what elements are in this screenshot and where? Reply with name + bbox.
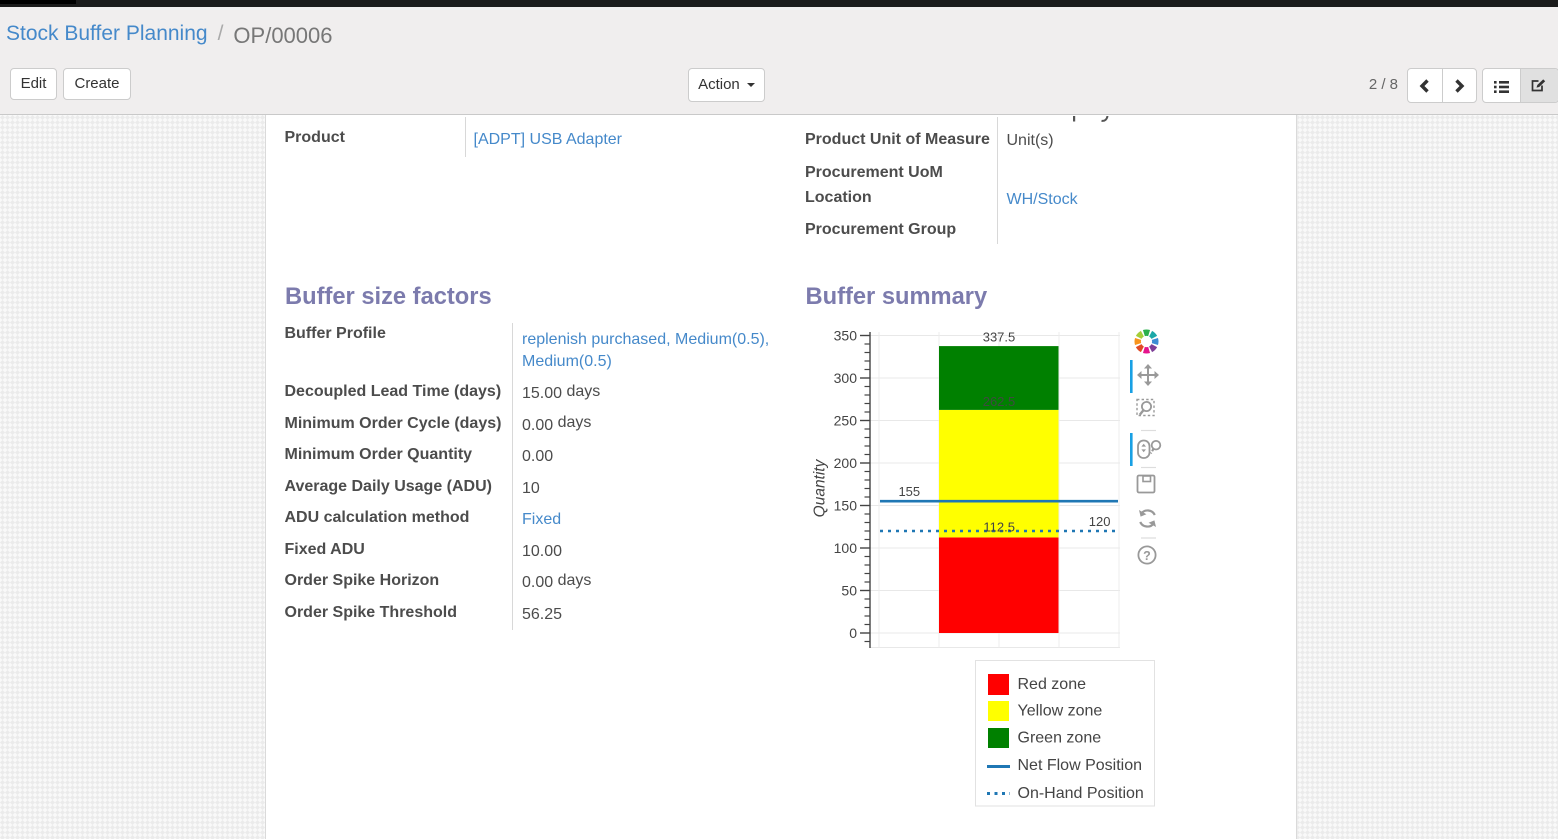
svg-text:100: 100 xyxy=(834,540,858,556)
svg-text:Quantity: Quantity xyxy=(812,458,829,517)
svg-text:0: 0 xyxy=(849,625,857,641)
svg-text:Green zone: Green zone xyxy=(1018,730,1102,747)
svg-text:112.5: 112.5 xyxy=(983,519,1015,534)
svg-text:?: ? xyxy=(1143,549,1151,563)
svg-text:155: 155 xyxy=(898,484,920,499)
svg-text:120: 120 xyxy=(1089,514,1111,529)
svg-text:337.5: 337.5 xyxy=(983,329,1016,344)
svg-text:300: 300 xyxy=(834,370,858,386)
svg-text:200: 200 xyxy=(834,455,858,471)
svg-text:262.5: 262.5 xyxy=(983,394,1016,409)
svg-text:Net Flow Position: Net Flow Position xyxy=(1018,757,1143,774)
svg-text:250: 250 xyxy=(834,412,858,428)
svg-text:Yellow zone: Yellow zone xyxy=(1018,703,1103,720)
svg-text:150: 150 xyxy=(834,497,858,513)
svg-text:On-Hand Position: On-Hand Position xyxy=(1018,785,1144,802)
svg-text:350: 350 xyxy=(834,327,858,343)
svg-text:Red zone: Red zone xyxy=(1018,676,1087,693)
svg-text:50: 50 xyxy=(841,582,857,598)
